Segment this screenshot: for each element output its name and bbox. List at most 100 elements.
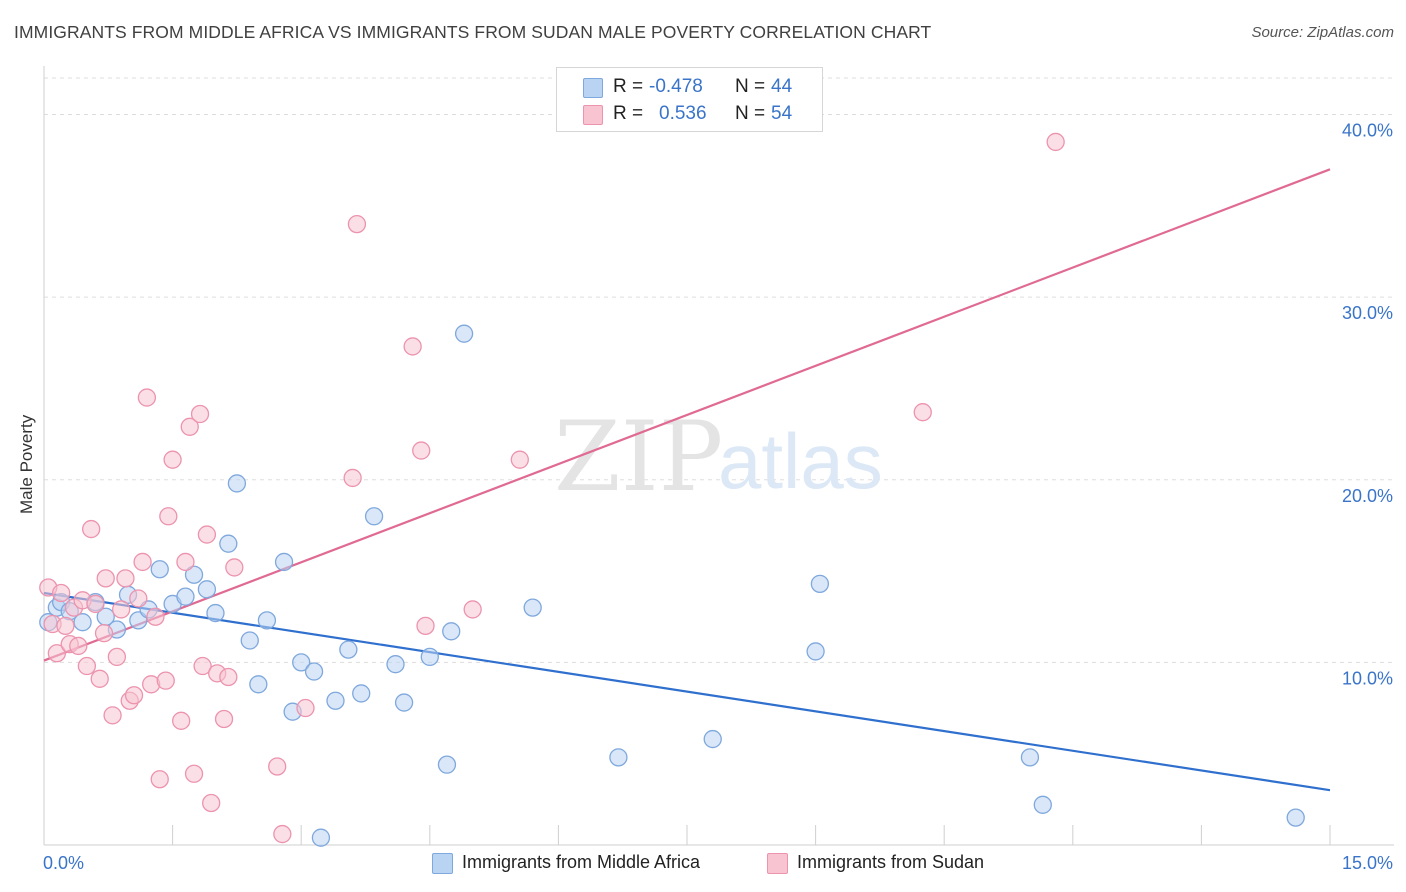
point-sudan <box>225 558 244 577</box>
point-sudan <box>416 616 435 636</box>
bottom-legend-swatch-blue <box>432 853 453 874</box>
point-middle-africa <box>311 828 331 847</box>
point-sudan <box>159 507 178 526</box>
point-middle-africa <box>386 655 405 674</box>
point-sudan <box>172 711 191 730</box>
point-middle-africa <box>197 580 217 599</box>
point-sudan <box>107 647 127 667</box>
point-sudan <box>463 600 482 619</box>
point-sudan <box>133 552 152 572</box>
y-tick-label: 10.0% <box>1342 668 1393 688</box>
legend-r-value: -0.478 <box>649 76 703 97</box>
point-sudan <box>163 450 182 469</box>
point-middle-africa <box>810 574 830 594</box>
point-sudan <box>193 656 212 676</box>
y-tick-label: 40.0% <box>1342 121 1393 141</box>
point-middle-africa <box>1020 748 1040 767</box>
point-sudan <box>913 403 932 422</box>
point-sudan <box>180 417 199 436</box>
point-middle-africa <box>806 642 825 661</box>
tick-labels: 10.0% 20.0% 30.0% 40.0% 0.0% 15.0% <box>43 121 1393 873</box>
point-sudan <box>296 698 315 718</box>
point-sudan <box>94 624 114 643</box>
point-middle-africa <box>352 684 371 703</box>
point-sudan <box>412 441 431 460</box>
watermark: ZIP atlas <box>554 401 883 513</box>
bottom-legend-label: Immigrants from Middle Africa <box>462 852 701 872</box>
point-middle-africa <box>176 587 195 606</box>
point-sudan <box>56 616 75 636</box>
point-middle-africa <box>609 748 628 767</box>
point-middle-africa <box>454 324 474 343</box>
point-sudan <box>197 525 217 544</box>
point-sudan <box>403 337 422 356</box>
point-middle-africa <box>150 560 169 579</box>
y-tick-label: 20.0% <box>1342 486 1393 506</box>
point-middle-africa <box>442 622 461 641</box>
point-middle-africa <box>73 613 92 632</box>
point-sudan <box>510 450 529 469</box>
point-middle-africa <box>420 647 439 667</box>
point-middle-africa <box>1286 808 1305 827</box>
point-sudan <box>156 671 175 690</box>
legend-r-value: 0.536 <box>659 103 707 124</box>
point-sudan <box>268 757 287 776</box>
correlation-legend: R = -0.478 N = 44 R = 0.536 N = 54 <box>556 67 823 132</box>
trend-line-sudan <box>43 168 1331 662</box>
point-middle-africa <box>240 631 259 650</box>
point-sudan <box>273 824 292 844</box>
point-middle-africa <box>219 534 238 553</box>
point-sudan <box>86 594 105 614</box>
legend-r-label: R = <box>613 76 644 97</box>
point-sudan <box>343 468 362 488</box>
point-sudan <box>77 656 97 676</box>
point-middle-africa <box>326 691 345 710</box>
bottom-legend-swatch-pink <box>767 853 788 874</box>
point-sudan <box>129 589 148 608</box>
point-sudan <box>347 214 367 234</box>
trend-lines <box>43 168 1331 792</box>
point-sudan <box>219 667 238 687</box>
chart-title: IMMIGRANTS FROM MIDDLE AFRICA VS IMMIGRA… <box>14 22 932 42</box>
legend-n-label: N = <box>735 103 766 124</box>
x-tick-label: 15.0% <box>1342 853 1393 873</box>
scatter-points <box>39 132 1305 847</box>
point-middle-africa <box>292 653 311 672</box>
point-middle-africa <box>257 611 277 630</box>
point-sudan <box>116 569 135 588</box>
watermark-atlas: atlas <box>718 417 883 505</box>
point-sudan <box>103 706 122 725</box>
point-middle-africa <box>206 603 225 623</box>
point-middle-africa <box>394 693 414 712</box>
point-sudan <box>90 669 109 688</box>
point-middle-africa <box>227 474 247 493</box>
y-axis-label: Male Poverty <box>17 414 36 514</box>
legend-n-value: 44 <box>771 76 793 97</box>
point-sudan <box>137 388 157 407</box>
point-sudan <box>202 793 221 813</box>
point-middle-africa <box>339 640 358 659</box>
legend-n-value: 54 <box>771 103 793 124</box>
watermark-zip: ZIP <box>554 401 723 513</box>
point-sudan <box>51 583 71 603</box>
point-middle-africa <box>437 755 457 774</box>
point-middle-africa <box>304 662 324 681</box>
axes <box>43 66 1394 846</box>
trend-line-middle-africa <box>43 591 1331 792</box>
point-sudan <box>146 607 165 626</box>
point-sudan <box>190 404 210 424</box>
legend-n-label: N = <box>735 76 766 97</box>
point-middle-africa <box>703 729 722 749</box>
point-sudan <box>69 636 88 656</box>
point-middle-africa <box>523 598 542 617</box>
point-sudan <box>1046 132 1065 152</box>
legend-swatch-blue <box>583 78 603 98</box>
point-sudan <box>184 764 204 783</box>
point-sudan <box>150 770 169 789</box>
bottom-legend-label: Immigrants from Sudan <box>797 852 985 872</box>
point-middle-africa <box>274 552 294 572</box>
x-tick-label: 0.0% <box>43 853 84 873</box>
y-tick-label: 30.0% <box>1342 303 1393 323</box>
legend-swatch-pink <box>583 105 603 125</box>
